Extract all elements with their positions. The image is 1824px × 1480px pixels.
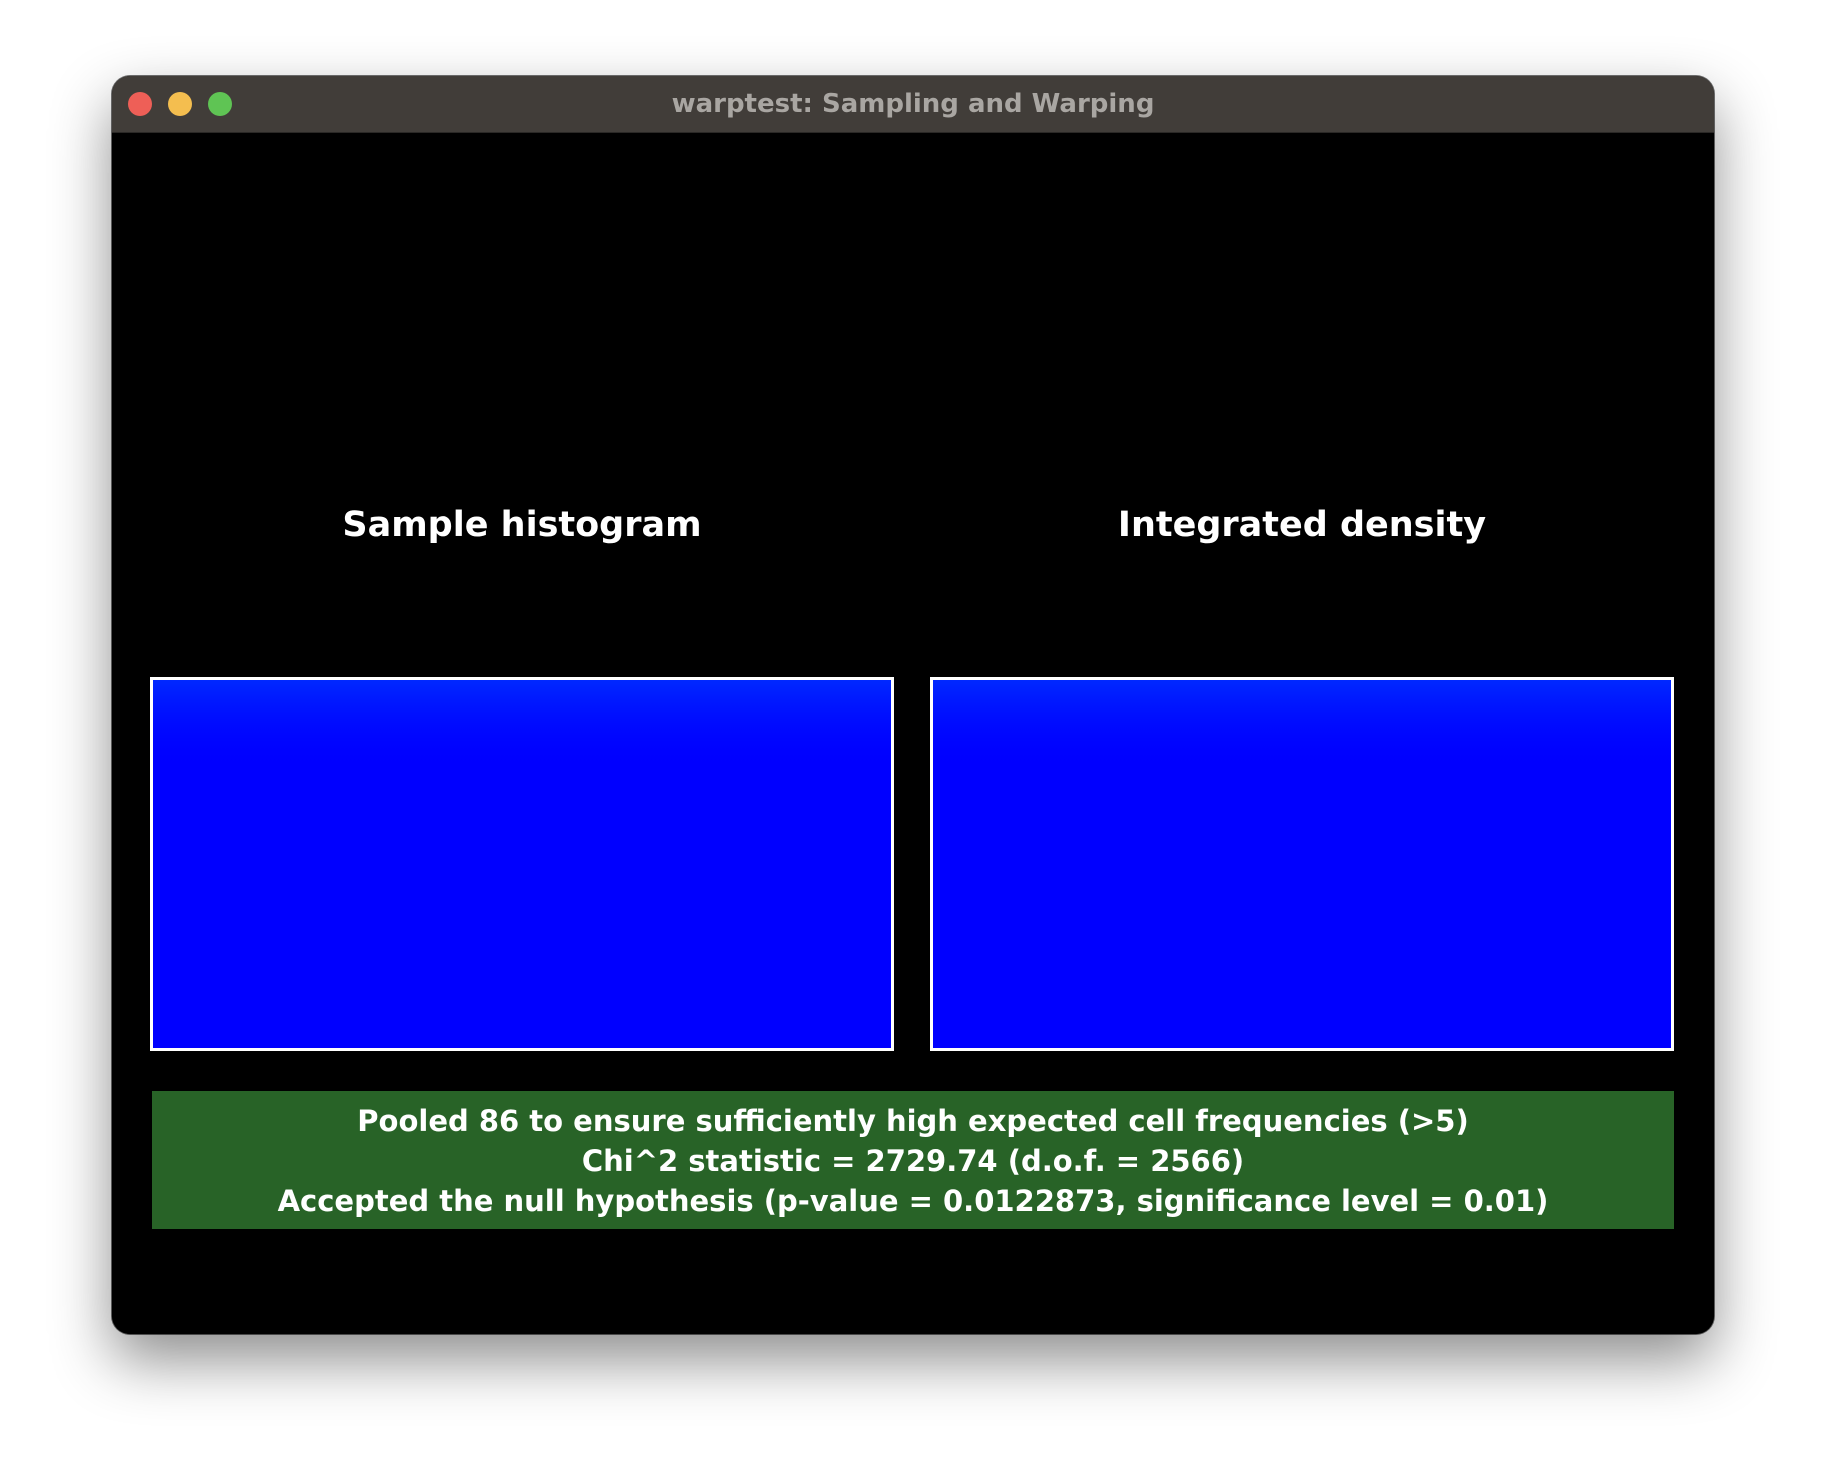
integrated-density-title: Integrated density <box>1117 505 1487 545</box>
sample-histogram-title: Sample histogram <box>342 505 702 545</box>
sample-histogram-heatmap <box>153 680 891 1048</box>
maximize-button[interactable] <box>208 92 232 116</box>
integrated-density-heatmap <box>933 680 1671 1048</box>
pooled-cells-message: Pooled 86 to ensure sufficiently high ex… <box>357 1104 1469 1138</box>
sample-histogram-plot <box>150 677 894 1051</box>
chi-square-message: Chi^2 statistic = 2729.74 (d.o.f. = 2566… <box>581 1144 1245 1178</box>
hypothesis-result-message: Accepted the null hypothesis (p-value = … <box>277 1184 1549 1218</box>
test-result-panel: Pooled 86 to ensure sufficiently high ex… <box>152 1091 1674 1229</box>
title-bar[interactable]: warptest: Sampling and Warping <box>112 76 1714 133</box>
integrated-density-plot <box>930 677 1674 1051</box>
app-window: warptest: Sampling and Warping Sample hi… <box>112 76 1714 1334</box>
close-button[interactable] <box>128 92 152 116</box>
minimize-button[interactable] <box>168 92 192 116</box>
main-canvas: Sample histogram Integrated density <box>112 133 1714 1334</box>
window-title: warptest: Sampling and Warping <box>671 89 1155 119</box>
